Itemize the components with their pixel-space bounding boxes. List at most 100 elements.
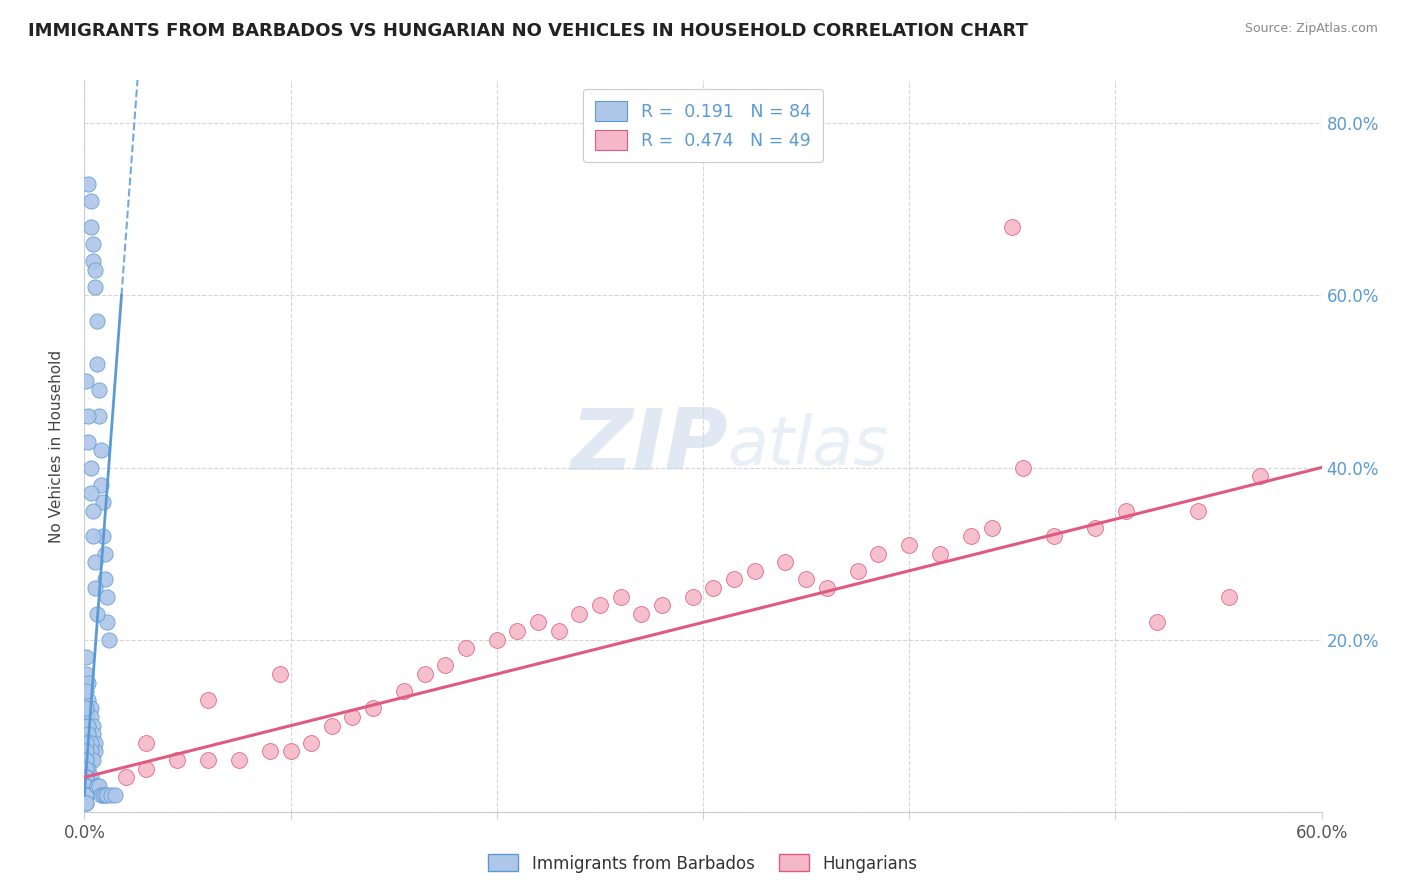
Point (79, 753, 101, 767)
Point (75, 788, 97, 802)
Point (135, 736, 157, 750)
Point (83, 744, 105, 758)
Point (980, 521, 1002, 535)
Point (485, 632, 508, 647)
Point (77, 409, 100, 423)
Point (609, 590, 631, 604)
Point (75, 701, 97, 715)
Text: ZIP: ZIP (569, 404, 728, 488)
Point (75, 375, 97, 389)
Point (79, 219, 101, 234)
Point (75, 770, 97, 784)
Point (79, 701, 101, 715)
Point (79, 460, 101, 475)
Point (75, 762, 97, 776)
Point (75, 788, 97, 802)
Point (75, 788, 97, 802)
Point (77, 434, 100, 449)
Point (898, 538, 921, 552)
Point (86, 357, 108, 371)
Point (87, 779, 110, 793)
Point (83, 262, 105, 277)
Point (682, 590, 704, 604)
Point (392, 684, 415, 698)
Point (75, 779, 97, 793)
Point (75, 762, 97, 776)
Point (75, 788, 97, 802)
Point (91, 495, 114, 509)
Point (98, 632, 121, 647)
Point (82, 753, 104, 767)
Point (77, 719, 100, 733)
Point (775, 555, 797, 569)
Point (77, 727, 100, 741)
Point (929, 547, 952, 561)
Point (413, 667, 436, 681)
Point (79, 736, 101, 750)
Legend: Immigrants from Barbados, Hungarians: Immigrants from Barbados, Hungarians (482, 847, 924, 880)
Point (82, 254, 104, 268)
Point (75, 753, 97, 767)
Point (79, 770, 101, 784)
Point (744, 564, 766, 578)
Point (75, 796, 97, 810)
Point (82, 719, 104, 733)
Point (527, 615, 550, 630)
Point (75, 762, 97, 776)
Point (91, 788, 114, 802)
Point (846, 564, 869, 578)
Point (75, 684, 97, 698)
Point (75, 779, 97, 793)
Point (114, 770, 136, 784)
Point (651, 598, 673, 612)
Point (87, 383, 110, 397)
Point (104, 788, 127, 802)
Legend: R =  0.191   N = 84, R =  0.474   N = 49: R = 0.191 N = 84, R = 0.474 N = 49 (583, 89, 823, 162)
Point (75, 788, 97, 802)
Point (815, 581, 838, 595)
Point (197, 753, 219, 767)
Point (87, 409, 110, 423)
Point (82, 503, 104, 517)
Point (90, 443, 112, 458)
Point (100, 788, 122, 802)
Point (630, 607, 652, 621)
Point (94, 547, 117, 561)
Point (86, 779, 108, 793)
Text: Source: ZipAtlas.com: Source: ZipAtlas.com (1244, 22, 1378, 36)
Point (96, 590, 118, 604)
Point (75, 736, 97, 750)
Point (259, 744, 281, 758)
Point (1001, 219, 1024, 234)
Point (228, 753, 250, 767)
Point (86, 607, 108, 621)
Point (90, 788, 112, 802)
Point (83, 555, 105, 569)
Text: IMMIGRANTS FROM BARBADOS VS HUNGARIAN NO VEHICLES IN HOUSEHOLD CORRELATION CHART: IMMIGRANTS FROM BARBADOS VS HUNGARIAN NO… (28, 22, 1028, 40)
Point (1218, 590, 1240, 604)
Point (197, 693, 219, 707)
Point (75, 779, 97, 793)
Point (960, 529, 983, 543)
Point (96, 788, 118, 802)
Point (79, 486, 101, 500)
Point (82, 529, 104, 543)
Point (79, 710, 101, 724)
Point (96, 615, 118, 630)
Point (82, 727, 104, 741)
Point (1249, 469, 1271, 483)
Point (342, 710, 364, 724)
Point (1011, 460, 1033, 475)
Point (75, 744, 97, 758)
Point (321, 719, 343, 733)
Point (77, 675, 100, 690)
Point (1042, 529, 1064, 543)
Point (75, 649, 97, 664)
Point (83, 736, 105, 750)
Point (79, 744, 101, 758)
Point (77, 177, 100, 191)
Point (90, 477, 112, 491)
Point (702, 581, 724, 595)
Point (794, 573, 817, 587)
Point (454, 641, 477, 656)
